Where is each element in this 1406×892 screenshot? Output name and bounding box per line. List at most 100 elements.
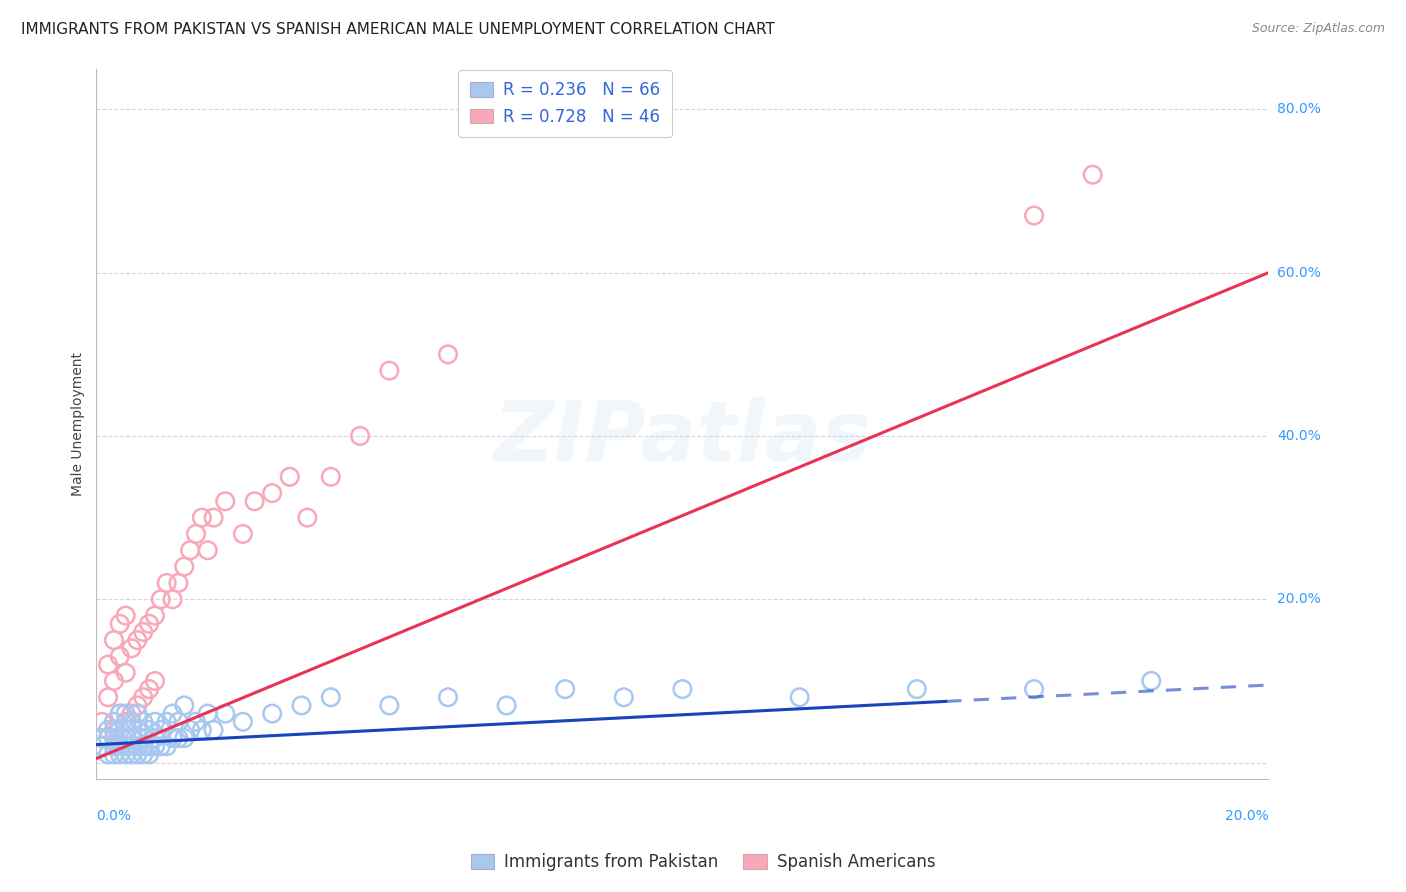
Text: 80.0%: 80.0%: [1277, 103, 1320, 116]
Point: [121, 731, 143, 745]
Point: [378, 364, 401, 378]
Point: [121, 641, 143, 656]
Point: [114, 731, 136, 745]
Point: [143, 714, 166, 729]
Point: [243, 494, 266, 508]
Point: [143, 739, 166, 754]
Point: [132, 690, 155, 705]
Point: [91, 731, 114, 745]
Point: [162, 731, 184, 745]
Point: [138, 739, 160, 754]
Point: [97, 747, 120, 762]
Point: [103, 714, 125, 729]
Point: [149, 592, 172, 607]
Point: [121, 706, 143, 721]
Point: [108, 706, 131, 721]
Point: [132, 747, 155, 762]
Point: [138, 616, 160, 631]
Point: [262, 486, 284, 500]
Point: [197, 543, 219, 558]
Point: [905, 682, 928, 697]
Point: [1022, 682, 1045, 697]
Point: [319, 470, 342, 484]
Text: 40.0%: 40.0%: [1277, 429, 1320, 443]
Point: [671, 682, 693, 697]
Text: ZIPatlas: ZIPatlas: [494, 398, 872, 478]
Point: [191, 723, 214, 737]
Point: [262, 706, 284, 721]
Point: [132, 624, 155, 639]
Point: [232, 527, 254, 541]
Text: 20.0%: 20.0%: [1277, 592, 1320, 607]
Point: [613, 690, 636, 705]
Point: [114, 714, 136, 729]
Point: [1140, 673, 1163, 688]
Point: [114, 608, 136, 623]
Point: [143, 731, 166, 745]
Point: [789, 690, 811, 705]
Point: [97, 657, 120, 672]
Text: 60.0%: 60.0%: [1277, 266, 1320, 280]
Point: [91, 739, 114, 754]
Point: [127, 747, 149, 762]
Point: [162, 706, 184, 721]
Point: [103, 731, 125, 745]
Point: [202, 723, 225, 737]
Text: 0.0%: 0.0%: [97, 809, 131, 823]
Point: [278, 470, 301, 484]
Point: [103, 633, 125, 648]
Text: IMMIGRANTS FROM PAKISTAN VS SPANISH AMERICAN MALE UNEMPLOYMENT CORRELATION CHART: IMMIGRANTS FROM PAKISTAN VS SPANISH AMER…: [21, 22, 775, 37]
Point: [103, 723, 125, 737]
Point: [138, 747, 160, 762]
Point: [114, 706, 136, 721]
Legend: Immigrants from Pakistan, Spanish Americans: Immigrants from Pakistan, Spanish Americ…: [463, 845, 943, 880]
Point: [132, 731, 155, 745]
Point: [108, 706, 131, 721]
Point: [202, 510, 225, 524]
Point: [214, 706, 236, 721]
Point: [114, 739, 136, 754]
Point: [167, 714, 190, 729]
Point: [114, 665, 136, 680]
Point: [114, 723, 136, 737]
Point: [127, 739, 149, 754]
Point: [495, 698, 517, 713]
Point: [103, 747, 125, 762]
Point: [1081, 168, 1104, 182]
Point: [143, 608, 166, 623]
Point: [138, 723, 160, 737]
Point: [437, 347, 460, 361]
Point: [132, 739, 155, 754]
Point: [108, 616, 131, 631]
Point: [191, 510, 214, 524]
Point: [149, 739, 172, 754]
Point: [127, 706, 149, 721]
Point: [349, 429, 371, 443]
Point: [184, 527, 207, 541]
Point: [167, 731, 190, 745]
Point: [108, 747, 131, 762]
Point: [156, 576, 179, 591]
Point: [103, 739, 125, 754]
Point: [197, 706, 219, 721]
Point: [108, 739, 131, 754]
Point: [173, 731, 195, 745]
Point: [127, 633, 149, 648]
Point: [1022, 209, 1045, 223]
Point: [91, 739, 114, 754]
Point: [149, 723, 172, 737]
Point: [319, 690, 342, 705]
Point: [156, 714, 179, 729]
Point: [97, 723, 120, 737]
Point: [232, 714, 254, 729]
Point: [97, 690, 120, 705]
Point: [138, 682, 160, 697]
Text: Source: ZipAtlas.com: Source: ZipAtlas.com: [1251, 22, 1385, 36]
Point: [184, 714, 207, 729]
Point: [132, 714, 155, 729]
Point: [173, 698, 195, 713]
Point: [103, 673, 125, 688]
Point: [554, 682, 576, 697]
Point: [121, 739, 143, 754]
Point: [108, 723, 131, 737]
